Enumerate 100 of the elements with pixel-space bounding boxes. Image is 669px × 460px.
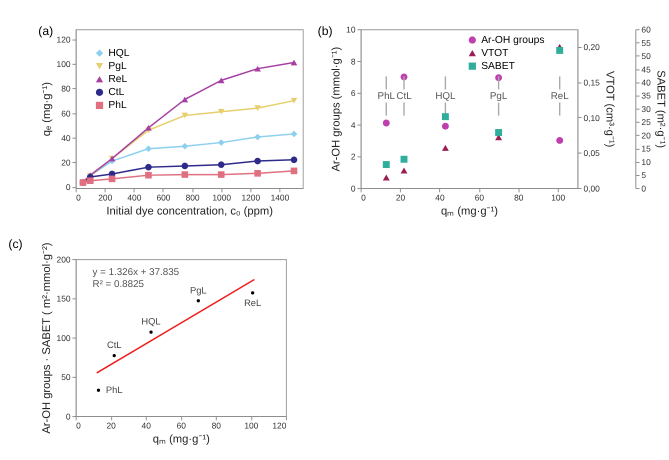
point — [196, 299, 200, 302]
annotation: PgL — [490, 90, 508, 102]
y3-tick-label: 45 — [641, 64, 652, 74]
y3-tick-label: 30 — [641, 104, 652, 114]
x-tick-label: 0 — [361, 192, 366, 203]
point — [149, 330, 153, 334]
y3-tick-label: 50 — [641, 51, 652, 62]
annotation: HQL — [435, 90, 456, 102]
x-axis-title: Initial dye concentration, c₀ (ppm) — [106, 206, 274, 218]
y-tick-label: 200 — [56, 254, 71, 264]
point — [254, 66, 261, 72]
point — [112, 354, 116, 358]
text: (b) — [318, 24, 333, 38]
annotation: PhL — [106, 385, 123, 396]
point — [290, 168, 298, 174]
point — [254, 134, 261, 140]
point — [218, 139, 225, 146]
x-axis-title: qₘ (mg·g⁻¹) — [440, 206, 498, 218]
point — [218, 78, 225, 84]
legend-label: CtL — [108, 87, 125, 98]
legend-label: SABET — [481, 60, 516, 72]
y3-tick-label: 15 — [641, 144, 652, 154]
annotation: CtL — [396, 90, 412, 102]
y-tick-label: 60 — [61, 108, 71, 118]
annotation: CtL — [106, 340, 122, 350]
point — [556, 137, 564, 144]
legend-label: Ar-OH groups — [481, 34, 545, 46]
point — [400, 167, 408, 174]
y-tick-label: 10 — [346, 24, 356, 35]
x-tick-label: 80 — [514, 192, 524, 203]
point — [182, 112, 188, 118]
y2-tick-label: 0,10 — [584, 112, 600, 123]
point — [96, 388, 100, 392]
point — [182, 96, 188, 102]
y-axis-title: qₑ (mg·g⁻¹) — [40, 82, 53, 136]
point — [556, 46, 564, 54]
point — [400, 156, 408, 163]
y3-tick-label: 20 — [641, 130, 652, 140]
x-tick-label: 60 — [474, 192, 484, 203]
annotation: R² = 0.8825 — [92, 279, 145, 290]
x-tick-label: 0 — [76, 420, 82, 431]
y-tick-label: 50 — [61, 372, 71, 382]
y2-tick-label: 0,20 — [584, 42, 600, 52]
point — [495, 129, 502, 136]
y3-tick-label: 0 — [641, 183, 646, 194]
annotation: ReL — [550, 90, 570, 102]
y-axis-title: Ar-OH groups (mmol·g⁻¹) — [330, 46, 343, 172]
point — [382, 161, 390, 168]
x-tick-label: 100 — [244, 420, 259, 431]
y3-tick-label: 40 — [641, 77, 652, 88]
point — [218, 171, 225, 178]
y-tick-label: 20 — [61, 158, 71, 168]
y-tick-label: 120 — [56, 34, 71, 44]
y-tick-label: 150 — [56, 294, 71, 304]
point — [108, 176, 116, 182]
y-axis-title: Ar-OH groups · SABET ( m²·mmol·g⁻²) — [40, 242, 53, 434]
legend-label: PgL — [108, 60, 127, 72]
x-tick-label: 400 — [127, 192, 142, 203]
legend-label: PhL — [108, 100, 127, 112]
x-tick-label: 1400 — [270, 192, 290, 203]
y-tick-label: 8 — [350, 56, 356, 66]
x-tick-label: 120 — [272, 420, 287, 431]
y2-tick-label: 0,00 — [584, 183, 600, 194]
y-tick-label: 0 — [350, 183, 356, 194]
text: (c) — [8, 236, 23, 251]
point — [290, 156, 298, 164]
y-tick-label: 80 — [61, 84, 71, 94]
annotation: HQL — [141, 316, 161, 327]
point — [218, 161, 225, 168]
x-tick-label: 40 — [142, 420, 152, 431]
y3-tick-label: 60 — [641, 24, 652, 35]
x-axis-title: qₘ (mg·g⁻¹) — [152, 434, 210, 446]
legend-label: HQL — [108, 48, 130, 59]
point — [86, 177, 94, 184]
y3-tick-label: 5 — [641, 170, 646, 180]
y-tick-label: 0 — [66, 411, 71, 422]
x-tick-label: 100 — [551, 192, 566, 203]
point — [442, 122, 449, 130]
point — [254, 170, 261, 177]
point — [145, 164, 152, 170]
annotation: PgL — [190, 285, 207, 296]
point — [290, 98, 298, 104]
x-tick-label: 1200 — [241, 192, 260, 203]
y3-tick-label: 35 — [641, 90, 652, 101]
text: (a) — [38, 24, 54, 38]
x-tick-label: 80 — [212, 420, 222, 431]
x-tick-label: 20 — [106, 420, 116, 431]
y2-axis-title: VTOT (cm³·g⁻¹) — [603, 70, 616, 148]
x-tick-label: 20 — [396, 192, 406, 203]
legend-label: ReL — [108, 74, 128, 86]
point — [290, 60, 298, 66]
point — [290, 130, 298, 138]
point — [145, 145, 152, 152]
y-tick-label: 4 — [350, 120, 356, 130]
point — [251, 291, 254, 294]
y3-tick-label: 25 — [641, 117, 652, 128]
point — [442, 144, 449, 151]
y-tick-label: 100 — [56, 332, 71, 343]
x-tick-label: 40 — [435, 192, 445, 203]
y-tick-label: 40 — [61, 132, 71, 143]
